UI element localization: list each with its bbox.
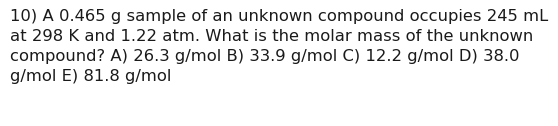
Text: 10) A 0.465 g sample of an unknown compound occupies 245 mL
at 298 K and 1.22 at: 10) A 0.465 g sample of an unknown compo…	[10, 9, 549, 84]
